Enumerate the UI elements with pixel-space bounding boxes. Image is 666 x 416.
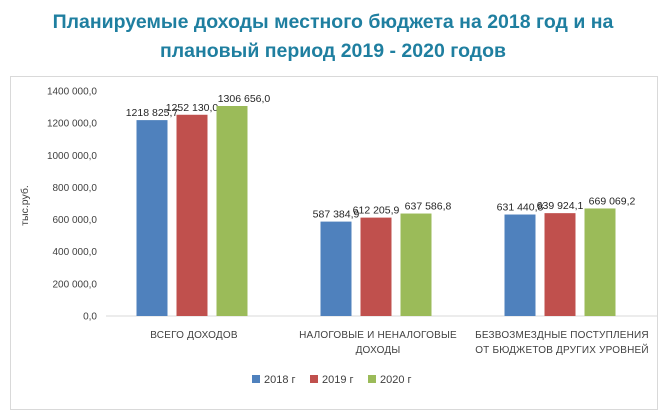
y-tick-label: 1000 000,0 (47, 151, 97, 162)
chart-title-line-2: плановый период 2019 - 2020 годов (159, 40, 507, 62)
y-tick-label: 600 000,0 (53, 215, 98, 226)
data-label: 587 384,9 (313, 209, 360, 221)
legend-label: 2019 г (322, 374, 354, 386)
bar (504, 214, 536, 316)
bar (176, 114, 208, 316)
chart-title-line-1: Планируемые доходы местного бюджета на 2… (52, 11, 614, 33)
bar (584, 208, 616, 316)
category-label: НАЛОГОВЫЕ И НЕНАЛОГОВЫЕ (299, 330, 457, 341)
data-label: 1252 130,0 (166, 102, 219, 114)
chart-frame (10, 76, 658, 410)
y-axis-title: тыс.руб. (19, 185, 31, 226)
data-label: 1218 825,7 (126, 107, 179, 119)
y-tick-label: 400 000,0 (53, 247, 98, 258)
bar (544, 213, 576, 316)
data-label: 637 586,8 (405, 201, 452, 213)
chart-title: Планируемые доходы местного бюджета на 2… (0, 8, 666, 66)
category-label: БЕЗВОЗМЕЗДНЫЕ ПОСТУПЛЕНИЯ (475, 330, 649, 341)
legend-swatch (310, 375, 318, 383)
legend-label: 2018 г (264, 374, 296, 386)
y-tick-label: 1200 000,0 (47, 119, 97, 130)
bar (400, 213, 432, 316)
y-tick-label: 1400 000,0 (47, 87, 97, 98)
data-label: 612 205,9 (353, 205, 400, 217)
y-tick-label: 200 000,0 (53, 279, 98, 290)
data-label: 639 924,1 (537, 200, 584, 212)
legend-swatch (252, 375, 260, 383)
data-label: 669 069,2 (589, 195, 636, 207)
bar (320, 221, 352, 316)
category-label: ОТ БЮДЖЕТОВ ДРУГИХ УРОВНЕЙ (475, 343, 649, 356)
y-tick-label: 800 000,0 (53, 183, 98, 194)
y-tick-label: 0,0 (83, 312, 97, 323)
bar (136, 120, 168, 316)
data-label: 1306 656,0 (218, 93, 271, 105)
data-label: 631 440,8 (497, 202, 544, 214)
legend-swatch (368, 375, 376, 383)
bar (216, 106, 248, 317)
legend-label: 2020 г (380, 374, 412, 386)
category-label: ДОХОДЫ (356, 345, 401, 356)
category-label: ВСЕГО ДОХОДОВ (150, 330, 238, 341)
bar (360, 217, 392, 316)
